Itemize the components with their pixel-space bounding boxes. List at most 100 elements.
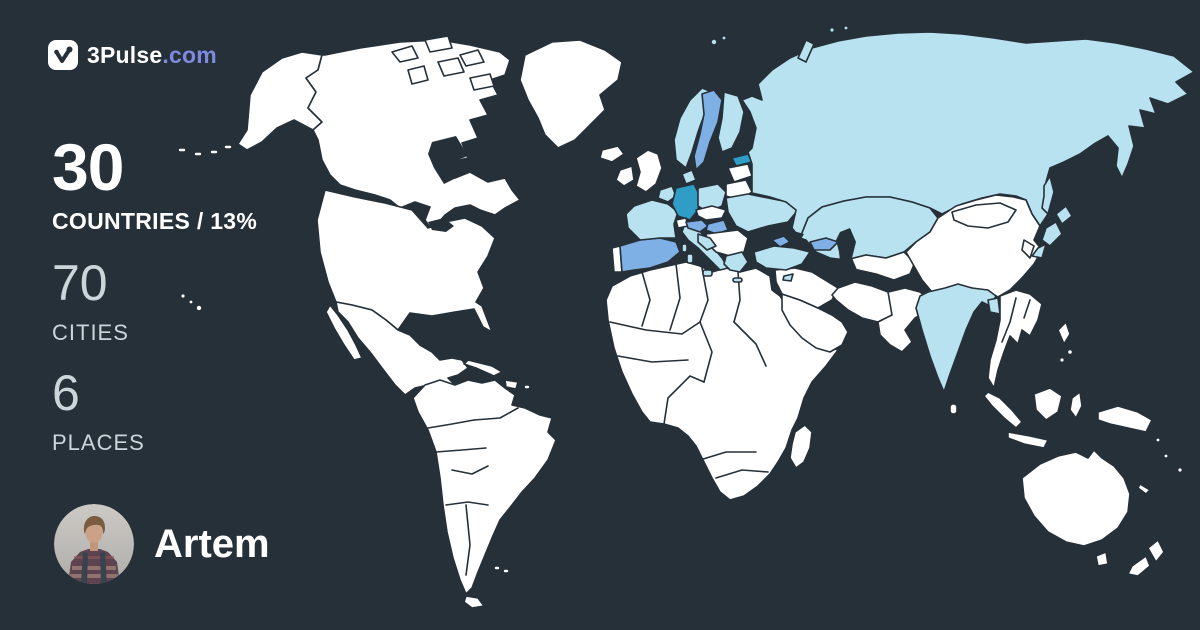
country-iceland bbox=[599, 145, 625, 163]
tierra-del-fuego bbox=[463, 595, 485, 609]
route-check-icon bbox=[54, 46, 73, 63]
island-falkland-2 bbox=[502, 568, 510, 574]
island-sumatra bbox=[983, 391, 1023, 429]
border-sa-1 bbox=[427, 419, 475, 429]
continent-south-america bbox=[412, 379, 557, 595]
stat-places: 6 PLACES bbox=[52, 368, 145, 456]
border-af-2 bbox=[669, 263, 681, 331]
island-sakhalin bbox=[1041, 175, 1055, 215]
country-germany bbox=[671, 183, 701, 221]
country-indochina bbox=[987, 289, 1043, 389]
border-sa-4 bbox=[445, 501, 489, 506]
island-hawaii-3 bbox=[195, 304, 203, 312]
hudson-bay bbox=[428, 136, 468, 184]
caspian-sea bbox=[836, 228, 858, 282]
brand-name: 3Pulse.com bbox=[87, 42, 217, 69]
border-mongolia bbox=[951, 202, 1017, 229]
island-puertorico bbox=[523, 384, 531, 390]
island-tasmania bbox=[1095, 551, 1109, 567]
border-sa-6 bbox=[473, 407, 519, 421]
island-sri-lanka bbox=[949, 403, 958, 415]
country-georgia bbox=[809, 237, 839, 251]
country-japan-south bbox=[1031, 243, 1047, 259]
island-new-caledonia bbox=[1137, 483, 1151, 495]
border-af-8 bbox=[733, 321, 767, 367]
island-arctic-4 bbox=[437, 57, 465, 77]
border-sa-2 bbox=[435, 447, 487, 453]
island-arctic-1 bbox=[391, 45, 419, 63]
region-europe bbox=[611, 34, 799, 283]
border-af-7 bbox=[699, 321, 713, 383]
country-ireland bbox=[615, 165, 635, 187]
brand-logo-badge bbox=[48, 40, 78, 70]
country-croatia bbox=[697, 233, 717, 251]
border-as-1 bbox=[1001, 297, 1017, 343]
island-java bbox=[1007, 431, 1049, 449]
island-philippines-1 bbox=[1057, 321, 1071, 345]
country-bangladesh bbox=[987, 297, 1001, 315]
island-hispaniola bbox=[504, 379, 519, 390]
island-aleutian-4 bbox=[223, 144, 233, 150]
island-svalbard bbox=[710, 38, 718, 46]
island-hawaii-1 bbox=[179, 292, 187, 300]
island-sicily bbox=[702, 269, 713, 277]
island-philippines-2 bbox=[1066, 348, 1074, 356]
brand-name-primary: 3Pulse bbox=[87, 41, 163, 68]
region-crimea bbox=[771, 235, 791, 248]
country-korea bbox=[1021, 239, 1035, 259]
country-turkey bbox=[753, 245, 811, 271]
island-vanuatu bbox=[1163, 452, 1170, 459]
country-japan-north bbox=[1055, 205, 1073, 225]
user-block: Artem bbox=[54, 504, 270, 584]
border-af-1 bbox=[641, 271, 651, 327]
border-sa-5 bbox=[465, 504, 471, 576]
brand-logo[interactable]: 3Pulse.com bbox=[48, 40, 217, 70]
country-sweden bbox=[693, 89, 723, 171]
region-south-america bbox=[412, 379, 557, 609]
country-baltics bbox=[727, 163, 753, 183]
island-nz-north bbox=[1147, 539, 1165, 563]
country-cuba bbox=[463, 359, 503, 377]
country-uk bbox=[635, 149, 663, 193]
country-france bbox=[625, 199, 679, 241]
island-svalbard-2 bbox=[720, 34, 727, 41]
border-af-11 bbox=[715, 469, 769, 479]
country-czech-slovakia bbox=[695, 205, 727, 221]
island-arctic-2 bbox=[424, 35, 453, 53]
island-crete bbox=[732, 277, 743, 283]
island-philippines-3 bbox=[1058, 356, 1066, 364]
island-borneo bbox=[1033, 387, 1063, 421]
country-india bbox=[915, 283, 997, 393]
island-novaya-zemlya bbox=[797, 39, 815, 63]
island-nz-south bbox=[1127, 555, 1151, 577]
places-value: 6 bbox=[52, 365, 80, 421]
island-franz-josef bbox=[828, 26, 836, 34]
island-sulawesi bbox=[1069, 391, 1083, 419]
country-finland bbox=[717, 91, 745, 153]
great-lakes bbox=[428, 218, 454, 232]
border-af-6 bbox=[617, 355, 689, 363]
island-fiji bbox=[1176, 466, 1184, 474]
country-australia bbox=[1021, 449, 1131, 547]
island-corsica bbox=[681, 243, 688, 253]
border-af-9 bbox=[663, 375, 705, 425]
countries-label: COUNTRIES / 13% bbox=[52, 208, 258, 234]
border-af-5 bbox=[609, 321, 701, 335]
island-arctic-5 bbox=[469, 73, 495, 91]
island-arctic-3 bbox=[459, 49, 485, 67]
border-af-10 bbox=[699, 451, 757, 461]
cities-label: CITIES bbox=[52, 320, 129, 345]
country-denmark bbox=[681, 169, 697, 185]
baja-california bbox=[325, 304, 363, 361]
places-label: PLACES bbox=[52, 430, 145, 455]
border-sa-3 bbox=[451, 465, 489, 475]
region-middle-east bbox=[774, 267, 931, 353]
border-af-3 bbox=[699, 267, 709, 323]
region-north-america bbox=[177, 35, 625, 431]
countries-value: 30 bbox=[52, 130, 124, 204]
stat-countries: 30 COUNTRIES / 13% bbox=[52, 134, 257, 235]
island-falkland-1 bbox=[493, 565, 501, 571]
